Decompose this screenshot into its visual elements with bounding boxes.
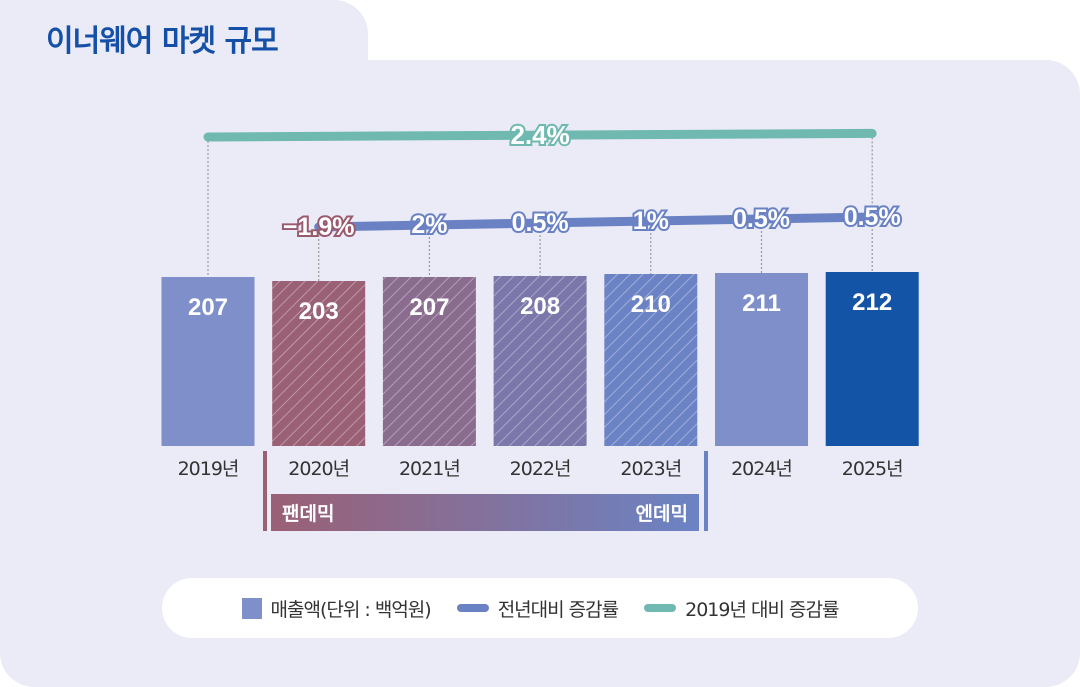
yoy-label: 0.5% (512, 209, 569, 237)
legend-label: 전년대비 증감률 (497, 598, 619, 621)
legend-item-sales: 매출액(단위 : 백억원) (241, 595, 432, 622)
yoy-label: 2% (411, 211, 447, 239)
bar-value-label: 203 (299, 298, 339, 325)
bar-value-label: 207 (409, 294, 449, 321)
period-band (271, 494, 699, 531)
period-start-label: 팬데믹 (282, 503, 334, 525)
x-tick-label: 2024년 (731, 458, 792, 480)
period-end-label: 엔데믹 (636, 503, 688, 525)
yoy-label: 0.5% (844, 203, 901, 231)
legend-swatch-line (456, 604, 489, 612)
bar-value-label: 207 (188, 294, 228, 321)
yoy-label: 1% (633, 207, 669, 235)
x-tick-label: 2020년 (288, 458, 349, 480)
legend-item-yoy: 전년대비 증감률 (456, 595, 619, 622)
legend-label: 2019년 대비 증감률 (685, 598, 839, 621)
legend-swatch-bar (241, 597, 262, 619)
x-tick-label: 2022년 (510, 458, 571, 480)
vs2019-label: 2.4% (510, 120, 569, 150)
bar-value-label: 211 (742, 290, 781, 317)
bar-2019년 (161, 277, 255, 446)
bar-hatch (604, 274, 698, 446)
bar-2025년 (825, 272, 919, 446)
x-tick-label: 2025년 (842, 458, 903, 480)
period-start-marker (263, 451, 267, 531)
legend-item-vs2019: 2019년 대비 증감률 (644, 595, 839, 622)
bar-hatch (382, 277, 476, 446)
page-title: 이너웨어 마켓 규모 (46, 24, 279, 59)
legend: 매출액(단위 : 백억원) 전년대비 증감률 2019년 대비 증감률 (162, 578, 918, 638)
bar-2024년 (715, 273, 808, 446)
x-tick-label: 2021년 (399, 458, 460, 480)
yoy-line (314, 212, 877, 232)
x-tick-label: 2023년 (620, 458, 681, 480)
x-tick-label: 2019년 (178, 458, 239, 480)
bar-value-label: 210 (631, 291, 671, 318)
legend-label: 매출액(단위 : 백억원) (270, 598, 432, 621)
bar-hatch (272, 281, 366, 446)
vs2019-line (203, 128, 877, 142)
legend-swatch-line (644, 604, 677, 612)
yoy-label: −1.9% (283, 213, 355, 241)
period-end-marker (704, 451, 708, 531)
bar-value-label: 208 (520, 293, 560, 320)
bar-value-label: 212 (852, 289, 892, 316)
bar-hatch (493, 276, 587, 446)
yoy-label: 0.5% (733, 205, 790, 233)
